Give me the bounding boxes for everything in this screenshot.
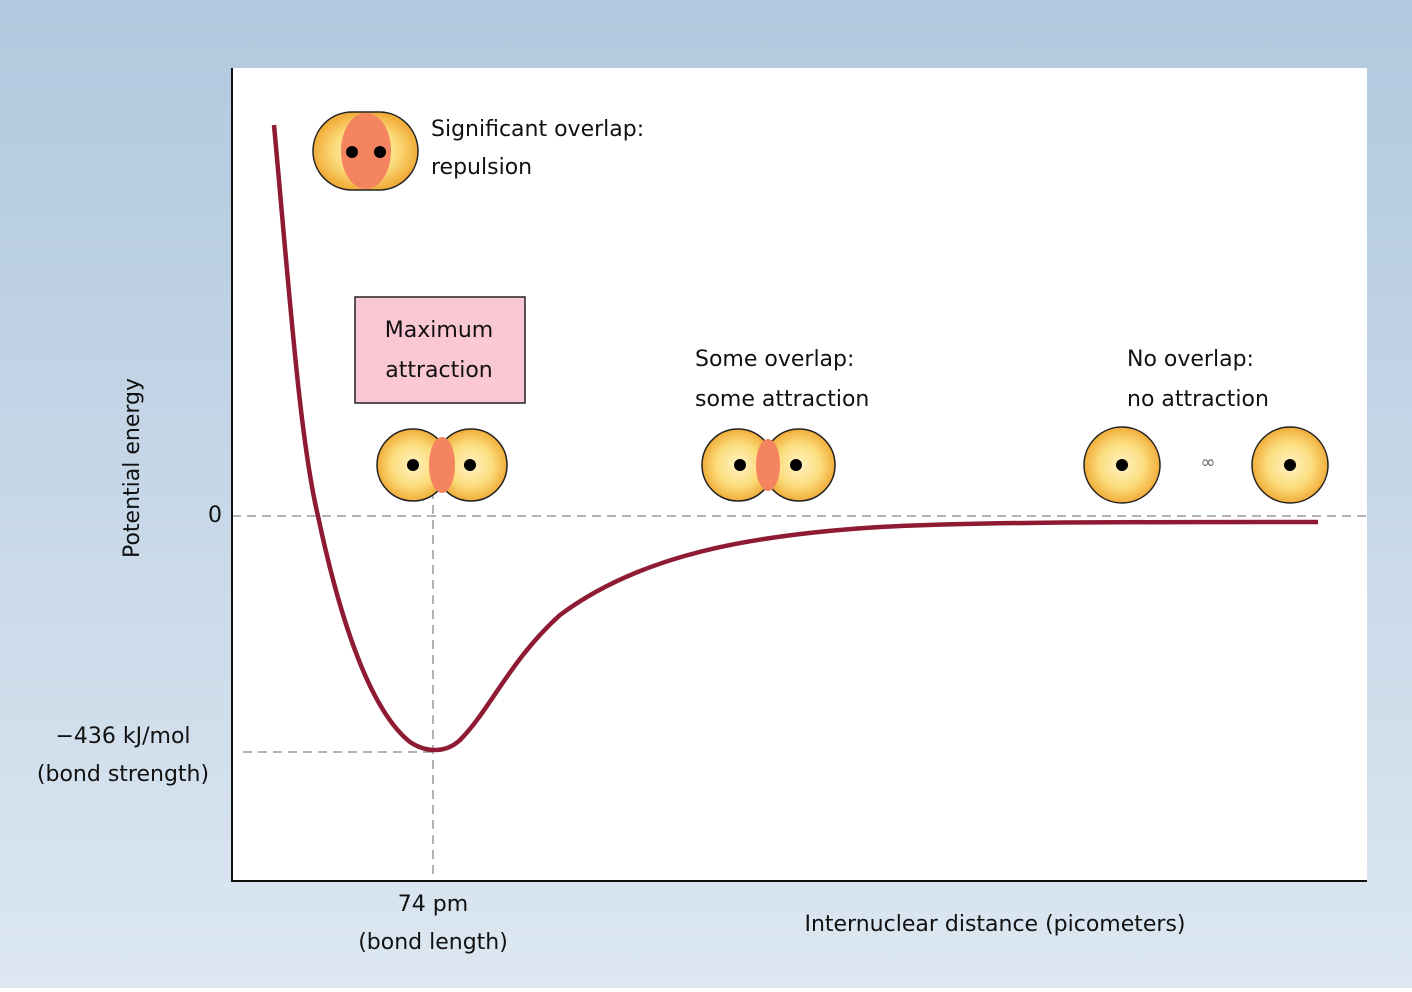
annotation: Some overlap: — [695, 347, 854, 372]
annotation: No overlap: — [1127, 347, 1254, 372]
minimum-energy: −436 kJ/mol — [55, 724, 190, 749]
highlight-box — [355, 297, 525, 403]
annotation: attraction — [385, 358, 493, 383]
annotation: no attraction — [1127, 387, 1269, 412]
bond-length-note: (bond length) — [358, 930, 508, 955]
diagram: ∞ Potential energy 0 −436 kJ/mol (bond s… — [0, 0, 1412, 988]
annotation: repulsion — [431, 155, 532, 180]
annotation: Maximum — [385, 318, 493, 343]
minimum-energy-note: (bond strength) — [37, 762, 209, 787]
atoms-some-attraction — [702, 429, 835, 501]
atoms-repulsion — [313, 112, 418, 190]
annotation: Significant overlap: — [431, 117, 644, 142]
infinity-sign: ∞ — [1201, 452, 1216, 473]
page: {"y_axis": {"label": "Potential energy",… — [0, 0, 1412, 988]
bond-length: 74 pm — [398, 892, 468, 917]
y-axis-label: Potential energy — [120, 378, 145, 558]
atoms-max-attraction — [377, 429, 507, 501]
zero-label: 0 — [208, 503, 222, 528]
x-axis-label: Internuclear distance (picometers) — [804, 912, 1185, 937]
annotation: some attraction — [695, 387, 869, 412]
